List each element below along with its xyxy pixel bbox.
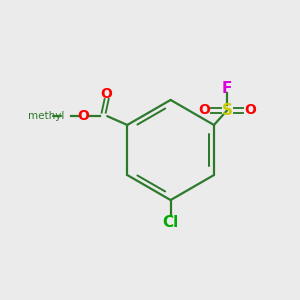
Text: O: O bbox=[101, 87, 112, 101]
Text: O: O bbox=[77, 109, 89, 123]
Text: F: F bbox=[222, 81, 232, 96]
Text: O: O bbox=[244, 103, 256, 117]
Text: S: S bbox=[222, 103, 233, 118]
Text: Cl: Cl bbox=[163, 214, 179, 230]
Text: O: O bbox=[199, 103, 211, 117]
Text: methyl: methyl bbox=[28, 111, 64, 121]
